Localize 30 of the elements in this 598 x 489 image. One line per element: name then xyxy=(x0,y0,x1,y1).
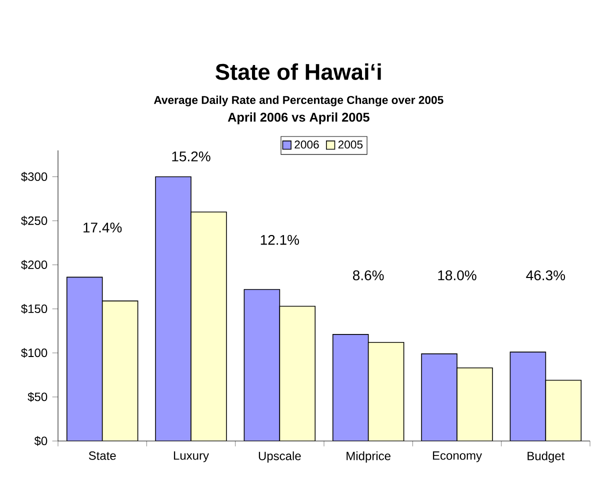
annotation: 18.0% xyxy=(438,270,476,280)
x-tick-label: Budget xyxy=(528,451,565,463)
x-tick-label: Upscale xyxy=(258,451,301,463)
y-tick-label: $300 xyxy=(21,172,48,182)
annotation: 15.2% xyxy=(172,151,210,162)
legend-label: 2006 xyxy=(294,140,319,149)
annotation: 17.4% xyxy=(84,222,122,232)
legend-label: 2005 xyxy=(338,140,363,149)
x-tick-label: Midprice xyxy=(346,451,390,463)
annotation: 8.6% xyxy=(352,270,384,280)
annotation: 46.3% xyxy=(526,270,566,280)
y-tick-label: $0 xyxy=(34,436,48,446)
bar xyxy=(510,352,546,441)
annotation: 12.1% xyxy=(260,234,300,245)
bar xyxy=(155,176,192,441)
y-tick-label: $200 xyxy=(21,260,48,270)
chart-title: State of Hawai‘i xyxy=(216,63,381,80)
bar xyxy=(244,289,280,441)
text: April 2006 vs April 2005 xyxy=(228,112,370,124)
x-tick-label: Luxury xyxy=(174,451,209,462)
bar xyxy=(66,276,103,441)
x-tick-label: Economy xyxy=(432,451,482,462)
bar xyxy=(332,334,369,441)
y-tick-label: $150 xyxy=(21,304,48,314)
y-tick-label: $100 xyxy=(21,348,48,358)
x-tick-label: State xyxy=(88,451,116,460)
y-tick-label: $50 xyxy=(28,392,48,402)
y-tick-label: $250 xyxy=(21,216,48,226)
chart-subtitle: Average Daily Rate and Percentage Change over 2005 xyxy=(154,96,444,106)
bar xyxy=(421,353,458,441)
